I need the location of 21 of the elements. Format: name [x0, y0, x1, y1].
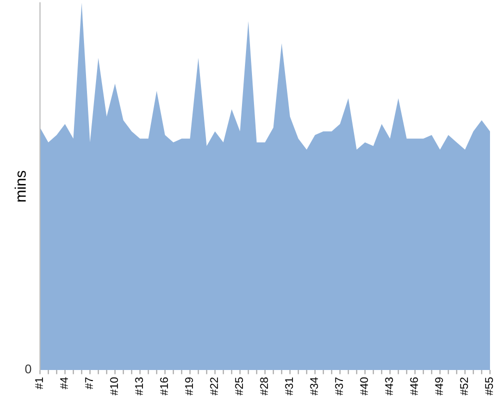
x-tick-label: #46: [410, 377, 418, 396]
x-tick-label: #37: [335, 378, 343, 396]
x-tick-label: #28: [260, 377, 268, 396]
x-tick-label: #19: [185, 377, 193, 396]
x-tick-label: #22: [210, 378, 218, 396]
x-tick-label: #34: [310, 377, 318, 396]
x-tick-label: #7: [85, 378, 93, 390]
x-tick-label: #55: [485, 377, 493, 396]
x-tick-label: #4: [60, 377, 68, 390]
x-tick-label: #52: [460, 378, 468, 396]
x-tick-label: #43: [385, 377, 393, 396]
x-tick-label: #25: [235, 377, 243, 396]
y-axis-title: mins: [14, 170, 26, 202]
x-tick-label: #40: [360, 377, 368, 396]
x-tick-label: #1: [35, 377, 43, 390]
x-tick-label: #13: [135, 377, 143, 396]
x-tick-label: #49: [435, 377, 443, 396]
x-tick-label: #10: [110, 377, 118, 396]
text: 0: [25, 364, 32, 374]
x-tick-label: #16: [160, 377, 168, 396]
x-tick-label: #31: [285, 377, 293, 396]
